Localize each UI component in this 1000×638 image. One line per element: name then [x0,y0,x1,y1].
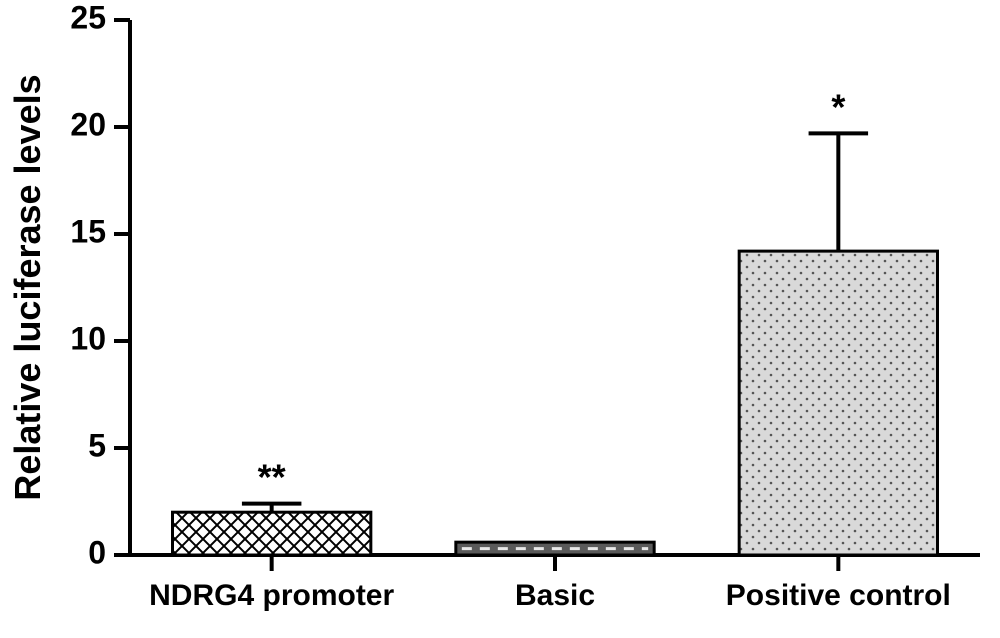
bar-ndrg4-promoter [173,512,371,555]
y-tick-label: 25 [70,0,106,35]
significance-label: * [831,86,845,127]
significance-label: ** [258,457,286,498]
luciferase-bar-chart: *** 0510152025 NDRG4 promoterBasicPositi… [0,0,1000,638]
y-tick-label: 10 [70,320,106,356]
y-tick-label: 5 [88,427,106,463]
y-tick-label: 0 [88,534,106,570]
chart-svg: *** 0510152025 NDRG4 promoterBasicPositi… [0,0,1000,638]
bar-positive-control [739,251,937,555]
y-tick-label: 15 [70,213,106,249]
y-tick-label: 20 [70,106,106,142]
x-category-label: Positive control [726,579,951,612]
y-axis-title: Relative luciferase levels [7,74,48,500]
x-category-label: Basic [515,579,595,612]
x-category-label: NDRG4 promoter [149,579,394,612]
